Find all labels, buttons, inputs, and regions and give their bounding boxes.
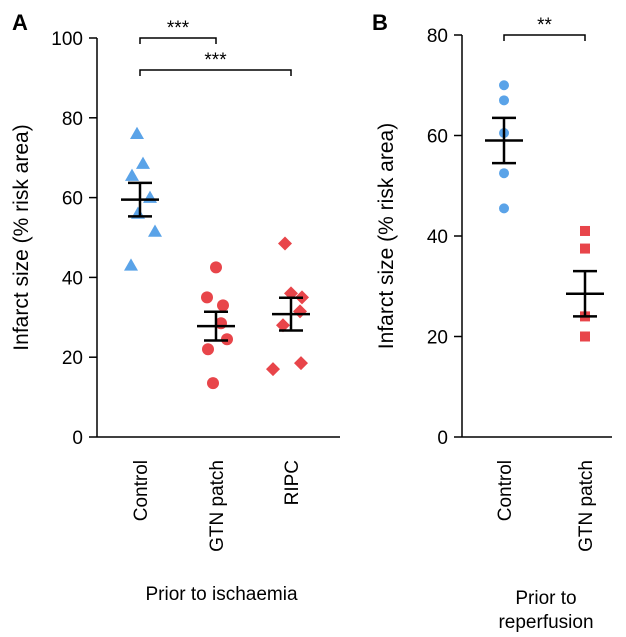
y-tick-label: 60 [427,127,448,148]
data-point [278,236,292,251]
panel-b: B 0 20 40 60 80 Infarct size (% risk area) Cont… [372,10,612,633]
y-tick-label: 0 [72,428,83,449]
data-point [276,318,290,333]
data-point [499,95,509,106]
significance-bracket [139,69,292,76]
x-category-label: RIPC [282,460,303,505]
data-point [217,299,229,312]
y-tick-label: 80 [427,26,448,47]
data-point [125,168,139,181]
panel-letter: B [372,10,388,35]
group-label: Prior to ischaemia [145,584,297,605]
data-point [499,203,509,214]
data-point [294,356,308,371]
data-point [201,291,213,304]
x-category-label: Control [131,460,152,521]
significance-label: *** [204,50,227,71]
data-point [293,304,307,319]
panel-letter: A [12,10,28,35]
significance-label: ** [537,15,552,36]
x-category-label: GTN patch [576,460,597,552]
panel-a: A 0 20 40 60 80 100 Infarct size (% risk area) C… [10,10,340,605]
significance-bracket [139,37,217,44]
y-tick-label: 80 [62,109,83,130]
data-point [207,377,219,390]
y-tick-label: 100 [51,29,83,50]
group-label: Prior to [515,588,576,609]
y-tick-label: 40 [62,268,83,289]
data-point [580,225,590,236]
data-point [499,80,509,91]
y-axis-title: Infarct size (% risk area) [10,124,33,350]
data-point [130,126,144,140]
y-tick-label: 20 [427,328,448,349]
data-point [580,331,590,342]
y-axis-title: Infarct size (% risk area) [375,123,398,349]
y-tick-label: 40 [427,227,448,248]
significance-bracket [503,34,586,41]
data-point [499,168,509,179]
significance-label: *** [167,18,190,39]
data-point [266,362,280,377]
data-point [143,190,157,203]
y-tick-label: 20 [62,348,83,369]
data-point [580,243,590,254]
data-point [210,261,222,274]
group-label: reperfusion [498,612,593,633]
y-tick-label: 60 [62,189,83,210]
data-point [136,156,150,169]
data-point [148,224,162,237]
data-point [124,258,138,271]
x-category-label: Control [495,460,516,521]
y-tick-label: 0 [437,428,448,449]
x-category-label: GTN patch [207,460,228,552]
data-point [202,343,214,356]
